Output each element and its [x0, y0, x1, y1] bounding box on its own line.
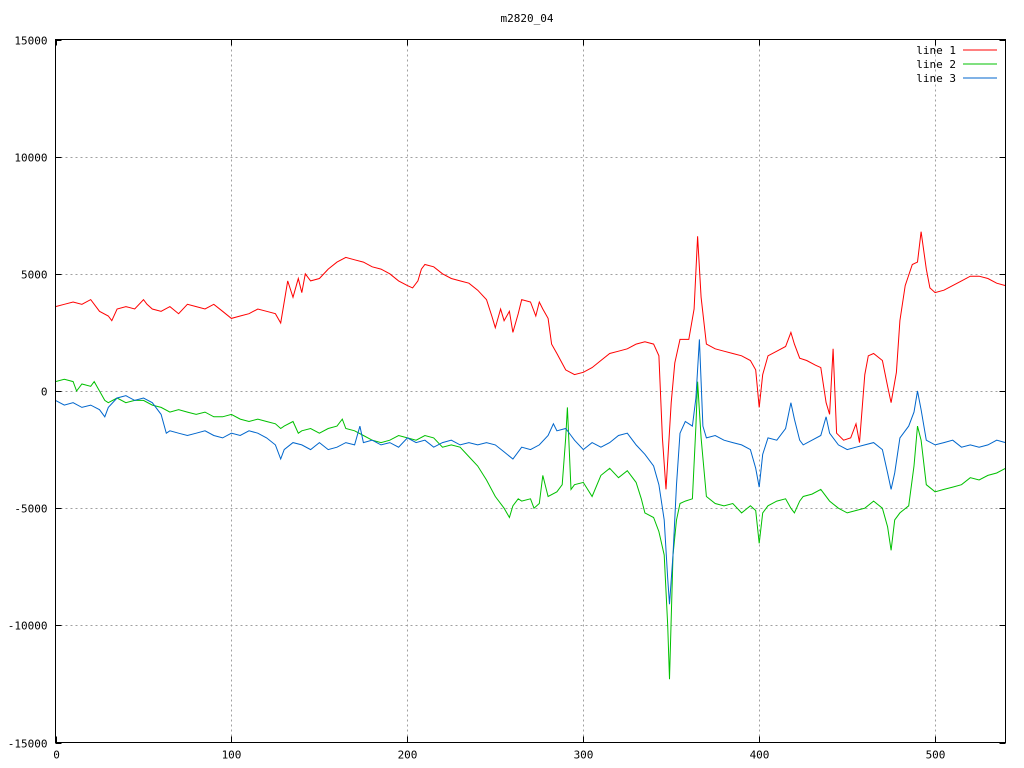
legend-label: line 1 [916, 44, 956, 57]
x-tick-label: 400 [750, 749, 770, 762]
series-line-1 [55, 231, 1006, 490]
y-tick-label: -10000 [8, 620, 48, 633]
x-tick-label: 0 [53, 749, 60, 762]
y-tick-label: 0 [41, 386, 48, 399]
x-tick-label: 200 [398, 749, 418, 762]
legend-label: line 2 [916, 58, 956, 71]
chart-title: m2820_04 [501, 12, 554, 25]
axes: 0 100 200 300 400 500 -15000 -10000 -5000 0 5000 10… [8, 35, 1006, 762]
plot-area [55, 231, 1006, 680]
x-tick-label: 500 [926, 749, 946, 762]
grid [55, 39, 1006, 743]
series-line-2 [55, 378, 1006, 680]
y-tick-label: 15000 [14, 35, 47, 48]
legend-label: line 3 [916, 72, 956, 85]
x-tick-label: 300 [574, 749, 594, 762]
series-line-3 [55, 339, 1006, 605]
x-tick-label: 100 [222, 749, 242, 762]
y-tick-label: -5000 [14, 503, 47, 516]
y-tick-label: 10000 [14, 152, 47, 165]
y-tick-label: 5000 [21, 269, 48, 282]
y-tick-label: -15000 [8, 738, 48, 751]
